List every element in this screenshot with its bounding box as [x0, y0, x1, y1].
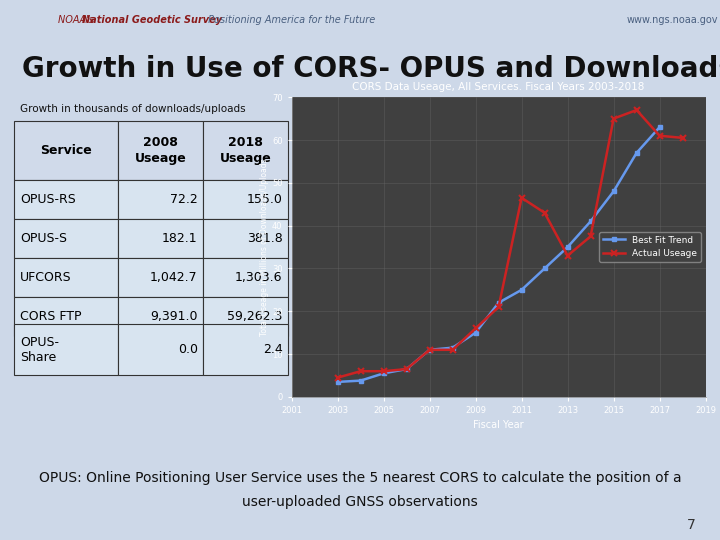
Best Fit Trend — [402, 366, 411, 372]
Best Fit Trend — [632, 150, 641, 156]
Text: OPUS-
Share: OPUS- Share — [20, 336, 59, 364]
Y-axis label: Total Useage in Millions of Downloads/Uploads: Total Useage in Millions of Downloads/Up… — [260, 158, 269, 336]
Text: 1,303.6: 1,303.6 — [235, 271, 282, 284]
Bar — [118, 325, 203, 375]
Bar — [14, 258, 118, 297]
Actual Useage — [495, 303, 503, 310]
Bar — [203, 297, 288, 336]
Bar — [118, 122, 203, 180]
Text: Growth in Use of CORS- OPUS and Downloads: Growth in Use of CORS- OPUS and Download… — [22, 55, 720, 83]
Best Fit Trend — [495, 300, 503, 306]
Text: 1,042.7: 1,042.7 — [150, 271, 198, 284]
Actual Useage — [356, 368, 365, 374]
Best Fit Trend — [586, 218, 595, 225]
Actual Useage — [379, 368, 388, 374]
Text: OPUS-S: OPUS-S — [20, 232, 67, 245]
Legend: Best Fit Trend, Actual Useage: Best Fit Trend, Actual Useage — [599, 232, 701, 262]
Text: CORS FTP: CORS FTP — [20, 310, 81, 323]
Bar — [14, 122, 118, 180]
Best Fit Trend — [472, 329, 480, 336]
Best Fit Trend — [449, 345, 457, 351]
Best Fit Trend — [609, 188, 618, 194]
Bar — [14, 325, 118, 375]
Text: 59,262.3: 59,262.3 — [227, 310, 282, 323]
X-axis label: Fiscal Year: Fiscal Year — [473, 421, 524, 430]
Best Fit Trend — [379, 370, 388, 376]
Bar — [203, 258, 288, 297]
Bar — [203, 180, 288, 219]
Best Fit Trend — [540, 265, 549, 272]
Actual Useage — [655, 132, 664, 139]
Text: 9,391.0: 9,391.0 — [150, 310, 198, 323]
Text: UFCORS: UFCORS — [20, 271, 71, 284]
Actual Useage — [472, 325, 480, 332]
Text: 2008
Useage: 2008 Useage — [135, 136, 186, 165]
Bar — [14, 180, 118, 219]
Bar — [14, 297, 118, 336]
Bar — [118, 297, 203, 336]
Text: Growth in thousands of downloads/uploads: Growth in thousands of downloads/uploads — [20, 104, 246, 114]
Text: NOAA's: NOAA's — [58, 15, 96, 25]
Line: Actual Useage: Actual Useage — [335, 107, 685, 380]
Text: 2.4: 2.4 — [263, 343, 282, 356]
Text: 182.1: 182.1 — [162, 232, 198, 245]
Bar — [14, 219, 118, 258]
Text: 155.0: 155.0 — [247, 193, 282, 206]
Text: www.ngs.noaa.gov: www.ngs.noaa.gov — [626, 15, 718, 25]
Text: 381.8: 381.8 — [247, 232, 282, 245]
Title: CORS Data Useage, All Services. Fiscal Years 2003-2018: CORS Data Useage, All Services. Fiscal Y… — [352, 82, 645, 92]
Actual Useage — [678, 134, 687, 141]
Bar — [118, 258, 203, 297]
Best Fit Trend — [426, 347, 434, 353]
Actual Useage — [586, 233, 595, 240]
Text: user-uploaded GNSS observations: user-uploaded GNSS observations — [242, 495, 478, 509]
Actual Useage — [449, 347, 457, 353]
Actual Useage — [517, 194, 526, 201]
Actual Useage — [632, 107, 641, 113]
Text: Service: Service — [40, 144, 92, 157]
Bar — [203, 122, 288, 180]
Best Fit Trend — [517, 287, 526, 293]
Best Fit Trend — [655, 124, 664, 130]
Text: 0.0: 0.0 — [178, 343, 198, 356]
Text: 2018
Useage: 2018 Useage — [220, 136, 271, 165]
Actual Useage — [402, 366, 411, 372]
Bar — [118, 180, 203, 219]
Text: OPUS: Online Positioning User Service uses the 5 nearest CORS to calculate the p: OPUS: Online Positioning User Service us… — [39, 471, 681, 485]
Bar — [203, 219, 288, 258]
Bar — [118, 219, 203, 258]
Best Fit Trend — [356, 377, 365, 384]
Actual Useage — [426, 347, 434, 353]
Actual Useage — [563, 252, 572, 259]
Text: OPUS-RS: OPUS-RS — [20, 193, 76, 206]
Text: 7: 7 — [687, 518, 696, 532]
Line: Best Fit Trend: Best Fit Trend — [336, 125, 662, 384]
Actual Useage — [540, 210, 549, 216]
Text: National Geodetic Survey: National Geodetic Survey — [82, 15, 222, 25]
Best Fit Trend — [563, 244, 572, 250]
Actual Useage — [609, 116, 618, 122]
Actual Useage — [333, 374, 342, 381]
Bar — [203, 325, 288, 375]
Text: 72.2: 72.2 — [170, 193, 198, 206]
Best Fit Trend — [333, 379, 342, 385]
Text: Positioning America for the Future: Positioning America for the Future — [205, 15, 375, 25]
